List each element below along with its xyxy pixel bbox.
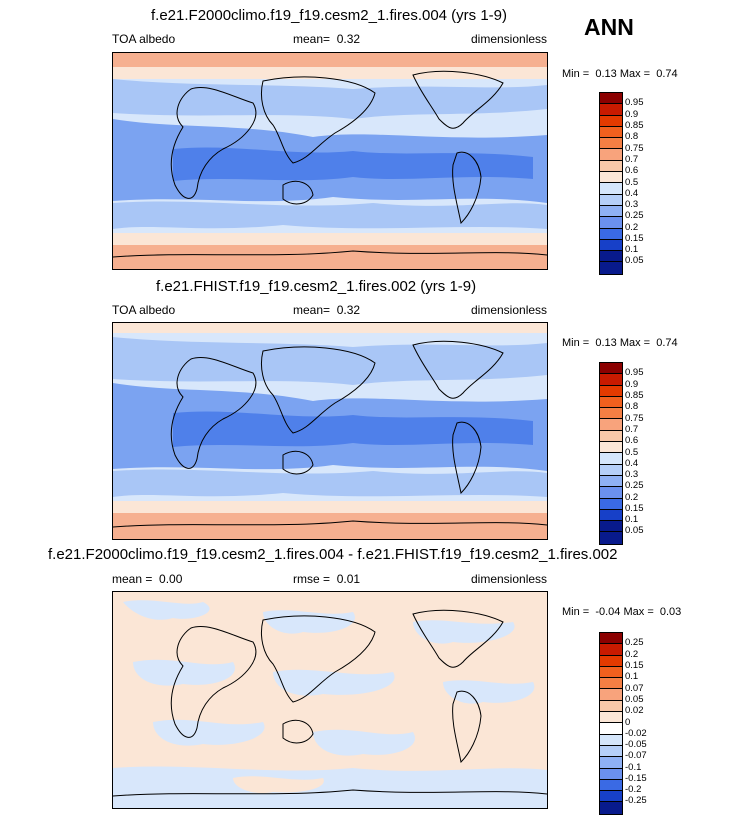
panel-2-tick: 0.1 <box>625 514 639 525</box>
panel-2-variable: TOA albedo <box>112 303 176 317</box>
panel-2-tick: 0.15 <box>625 503 644 514</box>
panel-1-units: dimensionless <box>471 32 548 46</box>
panel-2-tick: 0.8 <box>625 401 639 412</box>
panel-1-tick: 0.3 <box>625 199 639 210</box>
season-label: ANN <box>584 14 634 40</box>
panel-3-mean: mean = 0.00 <box>112 572 182 586</box>
panel-1-mean-label: mean= <box>293 32 331 46</box>
panel-3-tick: -0.05 <box>625 739 647 750</box>
panel-2-tick: 0.4 <box>625 458 639 469</box>
panel-1-tick: 0.05 <box>625 255 644 266</box>
panel-2-mean-label: mean= <box>293 303 331 317</box>
panel-2-tick: 0.05 <box>625 525 644 536</box>
panel-3-tick: 0.05 <box>625 694 644 705</box>
panel-2-map-svg <box>113 323 547 539</box>
panel-3-minmax: Min = -0.04 Max = 0.03 <box>562 606 682 618</box>
panel-3-tick: -0.02 <box>625 728 647 739</box>
panel-2-tick: 0.95 <box>625 367 644 378</box>
panel-3-tick: -0.07 <box>625 750 647 761</box>
panel-1-tick: 0.2 <box>625 222 639 233</box>
panel-3-tick: 0.02 <box>625 705 644 716</box>
panel-2-map <box>112 322 548 540</box>
panel-3-title: f.e21.F2000climo.f19_f19.cesm2_1.fires.0… <box>48 546 618 563</box>
panel-3-tick: 0.07 <box>625 683 644 694</box>
panel-1-tick: 0.75 <box>625 143 644 154</box>
panel-2-colorbar <box>599 362 623 545</box>
panel-2-mean-value: 0.32 <box>336 303 361 317</box>
panel-2-tick: 0.9 <box>625 379 639 390</box>
panel-3-mean-label: mean = <box>112 572 153 586</box>
panel-1-tick: 0.15 <box>625 233 644 244</box>
panel-1-mean: mean= 0.32 <box>293 32 360 46</box>
panel-2-tick: 0.85 <box>625 390 644 401</box>
panel-3-tick: -0.15 <box>625 773 647 784</box>
panel-3-tick: -0.25 <box>625 795 647 806</box>
panel-1-tick: 0.7 <box>625 154 639 165</box>
panel-2-tick: 0.7 <box>625 424 639 435</box>
panel-2-mean: mean= 0.32 <box>293 303 360 317</box>
panel-2-tick: 0.6 <box>625 435 639 446</box>
panel-2-tick: 0.3 <box>625 469 639 480</box>
panel-1-title: f.e21.F2000climo.f19_f19.cesm2_1.fires.0… <box>151 7 508 24</box>
panel-2-tick: 0.5 <box>625 447 639 458</box>
panel-1-tick: 0.4 <box>625 188 639 199</box>
panel-3-map-svg <box>113 592 547 808</box>
panel-1-tick: 0.9 <box>625 109 639 120</box>
panel-3-tick: 0.25 <box>625 637 644 648</box>
panel-3-units: dimensionless <box>471 572 548 586</box>
panel-2-tick: 0.75 <box>625 413 644 424</box>
panel-1-variable: TOA albedo <box>112 32 176 46</box>
panel-3-tick: 0.1 <box>625 671 639 682</box>
panel-3-mean-value: 0.00 <box>159 572 183 586</box>
panel-3-tick: 0.15 <box>625 660 644 671</box>
panel-1-tick: 0.25 <box>625 210 644 221</box>
panel-3-colorbar <box>599 632 623 815</box>
panel-1-colorbar <box>599 92 623 275</box>
panel-3-map <box>112 591 548 809</box>
panel-1-tick: 0.8 <box>625 131 639 142</box>
panel-1-tick: 0.6 <box>625 165 639 176</box>
panel-1-tick: 0.85 <box>625 120 644 131</box>
panel-3-tick: -0.1 <box>625 762 642 773</box>
panel-3-tick: 0 <box>625 717 631 728</box>
panel-3-rmse-label: rmse = <box>293 572 331 586</box>
panel-1-map-svg <box>113 53 547 269</box>
panel-1-tick: 0.1 <box>625 244 639 255</box>
panel-2-minmax: Min = 0.13 Max = 0.74 <box>562 337 678 349</box>
panel-1-mean-value: 0.32 <box>336 32 361 46</box>
panel-2-units: dimensionless <box>471 303 548 317</box>
panel-1-map <box>112 52 548 270</box>
panel-3-rmse-value: 0.01 <box>336 572 361 586</box>
panel-2-tick: 0.2 <box>625 492 639 503</box>
panel-3-tick: 0.2 <box>625 649 639 660</box>
panel-2-tick: 0.25 <box>625 480 644 491</box>
panel-2-title: f.e21.FHIST.f19_f19.cesm2_1.fires.002 (y… <box>156 278 477 295</box>
panel-1-tick: 0.95 <box>625 97 644 108</box>
panel-3-rmse: rmse = 0.01 <box>293 572 360 586</box>
panel-1-tick: 0.5 <box>625 177 639 188</box>
panel-3-tick: -0.2 <box>625 784 642 795</box>
panel-1-minmax: Min = 0.13 Max = 0.74 <box>562 68 678 80</box>
